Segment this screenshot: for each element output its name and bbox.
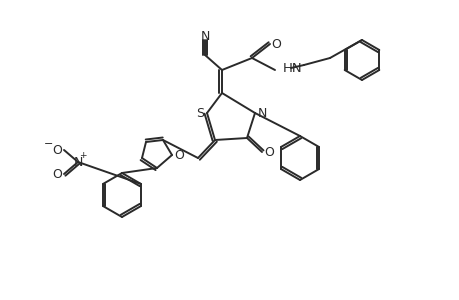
Text: HN: HN <box>282 61 302 74</box>
Text: O: O <box>52 143 62 157</box>
Text: +: + <box>79 151 87 160</box>
Text: S: S <box>196 106 203 119</box>
Text: O: O <box>263 146 274 158</box>
Text: −: − <box>44 139 54 149</box>
Text: O: O <box>174 148 184 161</box>
Text: N: N <box>200 29 209 43</box>
Text: N: N <box>73 155 83 169</box>
Text: N: N <box>257 106 266 119</box>
Text: O: O <box>270 38 280 50</box>
Text: O: O <box>52 167 62 181</box>
